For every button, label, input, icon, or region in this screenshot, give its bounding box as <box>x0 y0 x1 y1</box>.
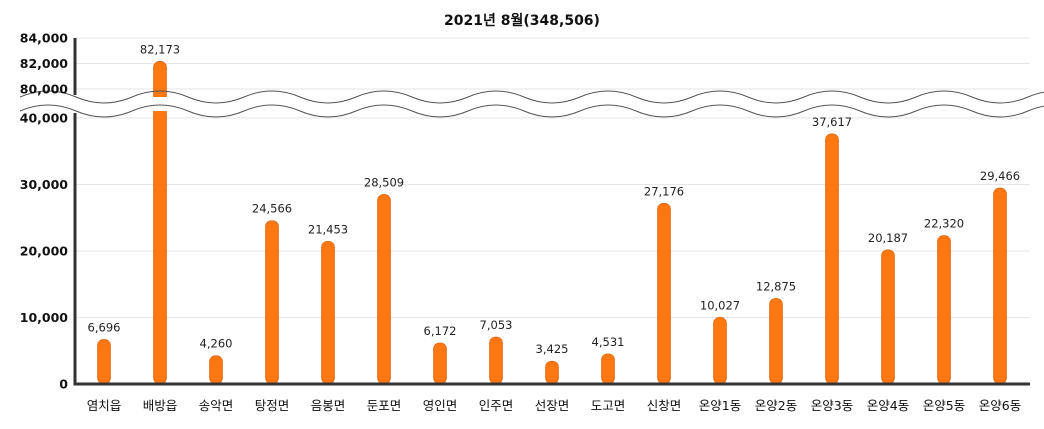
data-label: 37,617 <box>812 115 852 129</box>
x-tick-label: 온양2동 <box>755 398 797 413</box>
x-tick-label: 둔포면 <box>367 398 402 413</box>
x-tick-label: 온양6동 <box>979 398 1021 413</box>
y-tick-label: 20,000 <box>20 244 69 259</box>
data-label: 82,173 <box>140 42 180 56</box>
data-label: 29,466 <box>980 169 1020 183</box>
data-label: 6,172 <box>424 324 457 338</box>
bar-온양5동 <box>937 235 951 385</box>
x-tick-label: 온양5동 <box>923 398 965 413</box>
bar-둔포면 <box>377 194 391 385</box>
data-label: 24,566 <box>252 202 292 216</box>
chart-title: 2021년 8월(348,506) <box>444 12 600 29</box>
x-tick-label: 온양1동 <box>699 398 741 413</box>
bar-도고면 <box>601 353 615 385</box>
x-tick-label: 송악면 <box>199 398 234 413</box>
axis-break <box>19 90 1044 118</box>
bar-음봉면 <box>321 241 335 385</box>
bar-온양2동 <box>769 298 783 385</box>
data-label: 4,260 <box>200 337 233 351</box>
data-label: 10,027 <box>700 298 740 312</box>
bar-인주면 <box>489 336 503 385</box>
y-tick-label: 40,000 <box>20 111 69 126</box>
axis-break-line <box>19 90 1044 104</box>
data-label: 22,320 <box>924 217 964 231</box>
x-tick-label: 온양4동 <box>867 398 909 413</box>
x-tick-label: 선장면 <box>535 398 570 413</box>
bar-탕정면 <box>265 220 279 385</box>
x-tick-label: 염치읍 <box>87 398 122 413</box>
bar-신창면 <box>657 202 671 385</box>
y-tick-label: 80,000 <box>20 82 69 97</box>
labels: 0 10,000 20,000 30,000 40,000 80,000 82,000 84,… <box>20 31 1021 414</box>
data-label: 3,425 <box>536 342 569 356</box>
x-tick-label: 영인면 <box>423 398 458 413</box>
x-tick-label: 탕정면 <box>255 398 290 413</box>
x-tick-label: 신창면 <box>647 398 682 413</box>
y-tick-label: 0 <box>59 377 68 392</box>
data-label: 21,453 <box>308 222 348 236</box>
data-label: 6,696 <box>88 320 121 334</box>
bar-온양1동 <box>713 317 727 385</box>
x-tick-label: 온양3동 <box>811 398 853 413</box>
data-label: 12,875 <box>756 279 796 293</box>
grid-lines <box>75 37 1030 318</box>
bar-송악면 <box>209 355 223 385</box>
bar-온양4동 <box>881 249 895 385</box>
data-label: 27,176 <box>644 184 684 198</box>
y-tick-label: 82,000 <box>20 56 69 71</box>
x-tick-label: 배방읍 <box>143 398 178 413</box>
data-label: 20,187 <box>868 231 908 245</box>
bars <box>97 60 1007 385</box>
y-tick-label: 30,000 <box>20 177 69 192</box>
axes <box>73 38 1030 386</box>
data-label: 4,531 <box>592 335 625 349</box>
bar-선장면 <box>545 360 559 385</box>
x-tick-label: 도고면 <box>591 398 626 413</box>
x-tick-label: 인주면 <box>479 398 514 413</box>
axis-break-line <box>19 104 1044 118</box>
bar-온양3동 <box>825 133 839 385</box>
bar-영인면 <box>433 342 447 385</box>
y-tick-label: 84,000 <box>20 31 69 46</box>
bar-온양6동 <box>993 187 1007 385</box>
x-tick-label: 음봉면 <box>311 398 346 413</box>
data-label: 7,053 <box>480 318 513 332</box>
bar-염치읍 <box>97 339 111 385</box>
y-tick-label: 10,000 <box>20 310 69 325</box>
data-label: 28,509 <box>364 175 404 189</box>
axis-break-band <box>20 97 1030 111</box>
